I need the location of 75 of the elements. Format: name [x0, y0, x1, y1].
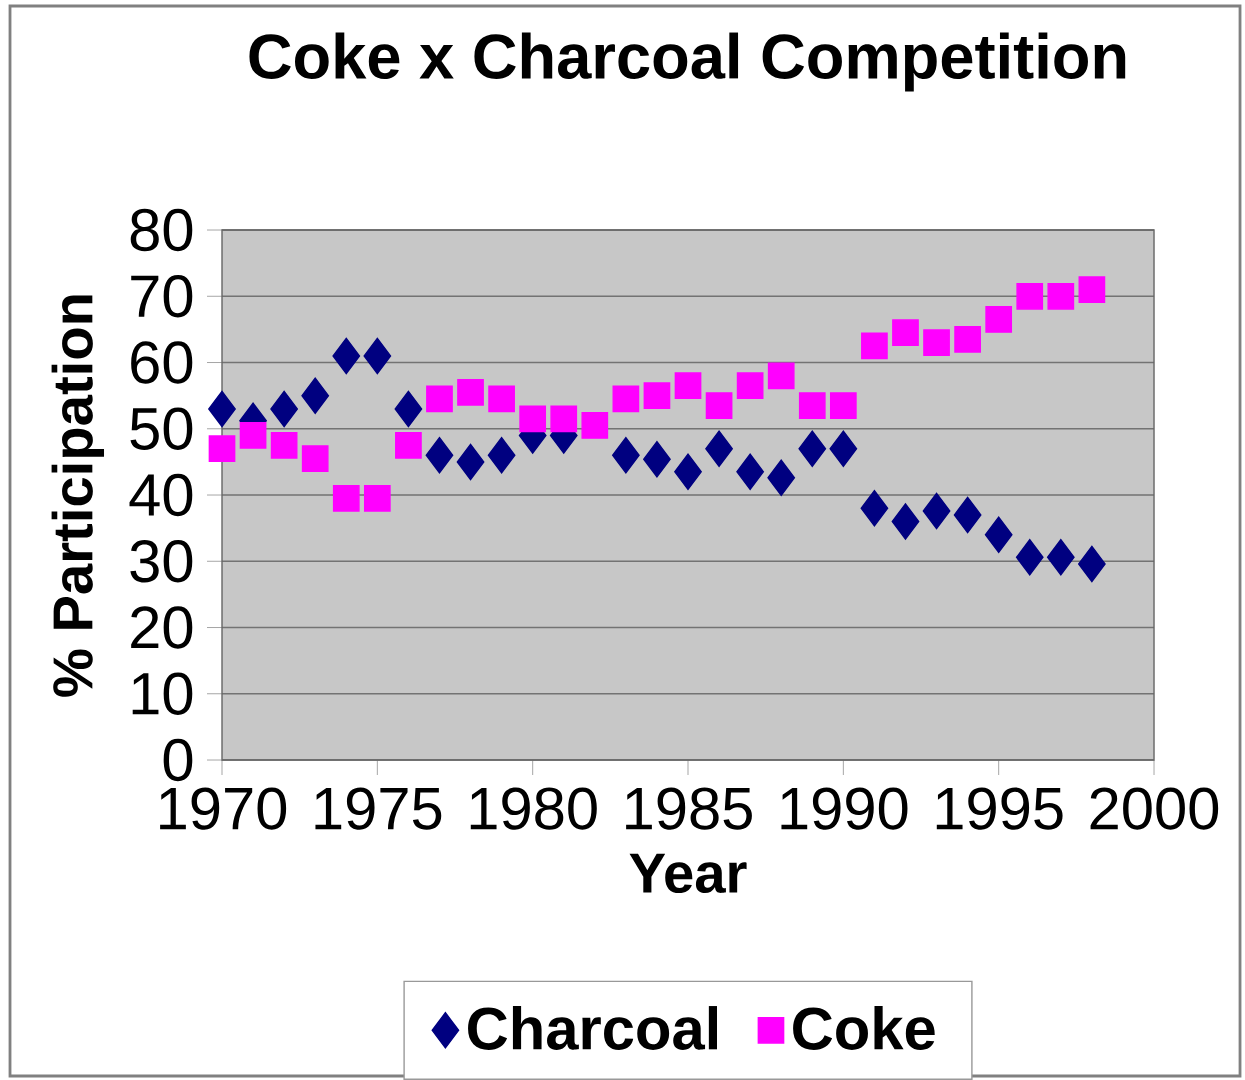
- point: [363, 337, 392, 375]
- point: [643, 382, 671, 410]
- x-axis-title: Year: [629, 853, 747, 894]
- x-tick-label: 1970: [160, 787, 287, 830]
- x-tick-label: 2000: [1090, 787, 1219, 830]
- point: [953, 496, 982, 534]
- y-tick-label: 50: [130, 407, 193, 450]
- point: [1015, 539, 1044, 576]
- point: [425, 437, 454, 474]
- point: [270, 390, 299, 428]
- point: [736, 372, 764, 400]
- point: [1047, 282, 1075, 310]
- point: [860, 490, 889, 527]
- x-tick-label: 1990: [781, 787, 908, 830]
- point: [984, 516, 1013, 554]
- legend-label: Charcoal: [468, 1006, 718, 1050]
- point: [612, 385, 640, 413]
- point: [395, 432, 422, 459]
- point: [270, 432, 298, 459]
- point: [643, 441, 671, 478]
- point: [332, 337, 361, 375]
- point: [674, 372, 702, 400]
- point: [394, 390, 423, 428]
- point: [922, 492, 951, 530]
- point: [487, 437, 516, 474]
- y-tick-label: 10: [132, 672, 193, 715]
- legend-label: Coke: [793, 1006, 935, 1050]
- point: [674, 453, 702, 491]
- point: [550, 405, 578, 433]
- point: [519, 405, 547, 433]
- point: [239, 422, 267, 449]
- point: [581, 412, 609, 439]
- point: [954, 326, 981, 353]
- point: [301, 377, 330, 414]
- point: [829, 392, 857, 419]
- point: [891, 503, 920, 540]
- point: [829, 430, 858, 467]
- point: [1078, 545, 1106, 583]
- point: [488, 385, 515, 413]
- x-tick-label: 1975: [315, 787, 442, 830]
- point: [798, 430, 827, 467]
- point: [736, 453, 765, 491]
- point: [301, 445, 329, 472]
- x-tick-label: 1995: [936, 787, 1063, 830]
- y-axis-title: % Participation: [51, 295, 105, 697]
- point: [1078, 276, 1106, 304]
- point: [611, 437, 640, 474]
- point: [861, 332, 888, 360]
- point: [767, 459, 796, 497]
- point: [456, 443, 485, 481]
- point: [985, 306, 1013, 333]
- point: [705, 430, 733, 467]
- point: [208, 390, 236, 428]
- point: [332, 485, 360, 512]
- y-tick-label: 40: [129, 473, 193, 517]
- point: [363, 485, 391, 512]
- point: [705, 392, 733, 419]
- point: [892, 319, 919, 347]
- y-tick-label: 20: [131, 606, 193, 649]
- point: [426, 385, 453, 413]
- y-tick-label: 0: [163, 738, 193, 782]
- point: [1016, 282, 1044, 310]
- x-tick-label: 1985: [626, 787, 752, 830]
- y-tick-label: 70: [131, 275, 193, 318]
- point: [767, 362, 795, 390]
- point: [208, 435, 236, 463]
- point: [457, 379, 484, 406]
- x-tick-label: 1980: [470, 787, 597, 830]
- y-tick-label: 60: [131, 341, 193, 384]
- y-tick-label: 30: [130, 540, 193, 583]
- point: [923, 329, 950, 357]
- point: [1046, 539, 1075, 576]
- y-tick-label: 80: [130, 208, 193, 252]
- chart-title: Coke x Charcoal Competition: [249, 32, 1126, 92]
- point: [798, 392, 826, 419]
